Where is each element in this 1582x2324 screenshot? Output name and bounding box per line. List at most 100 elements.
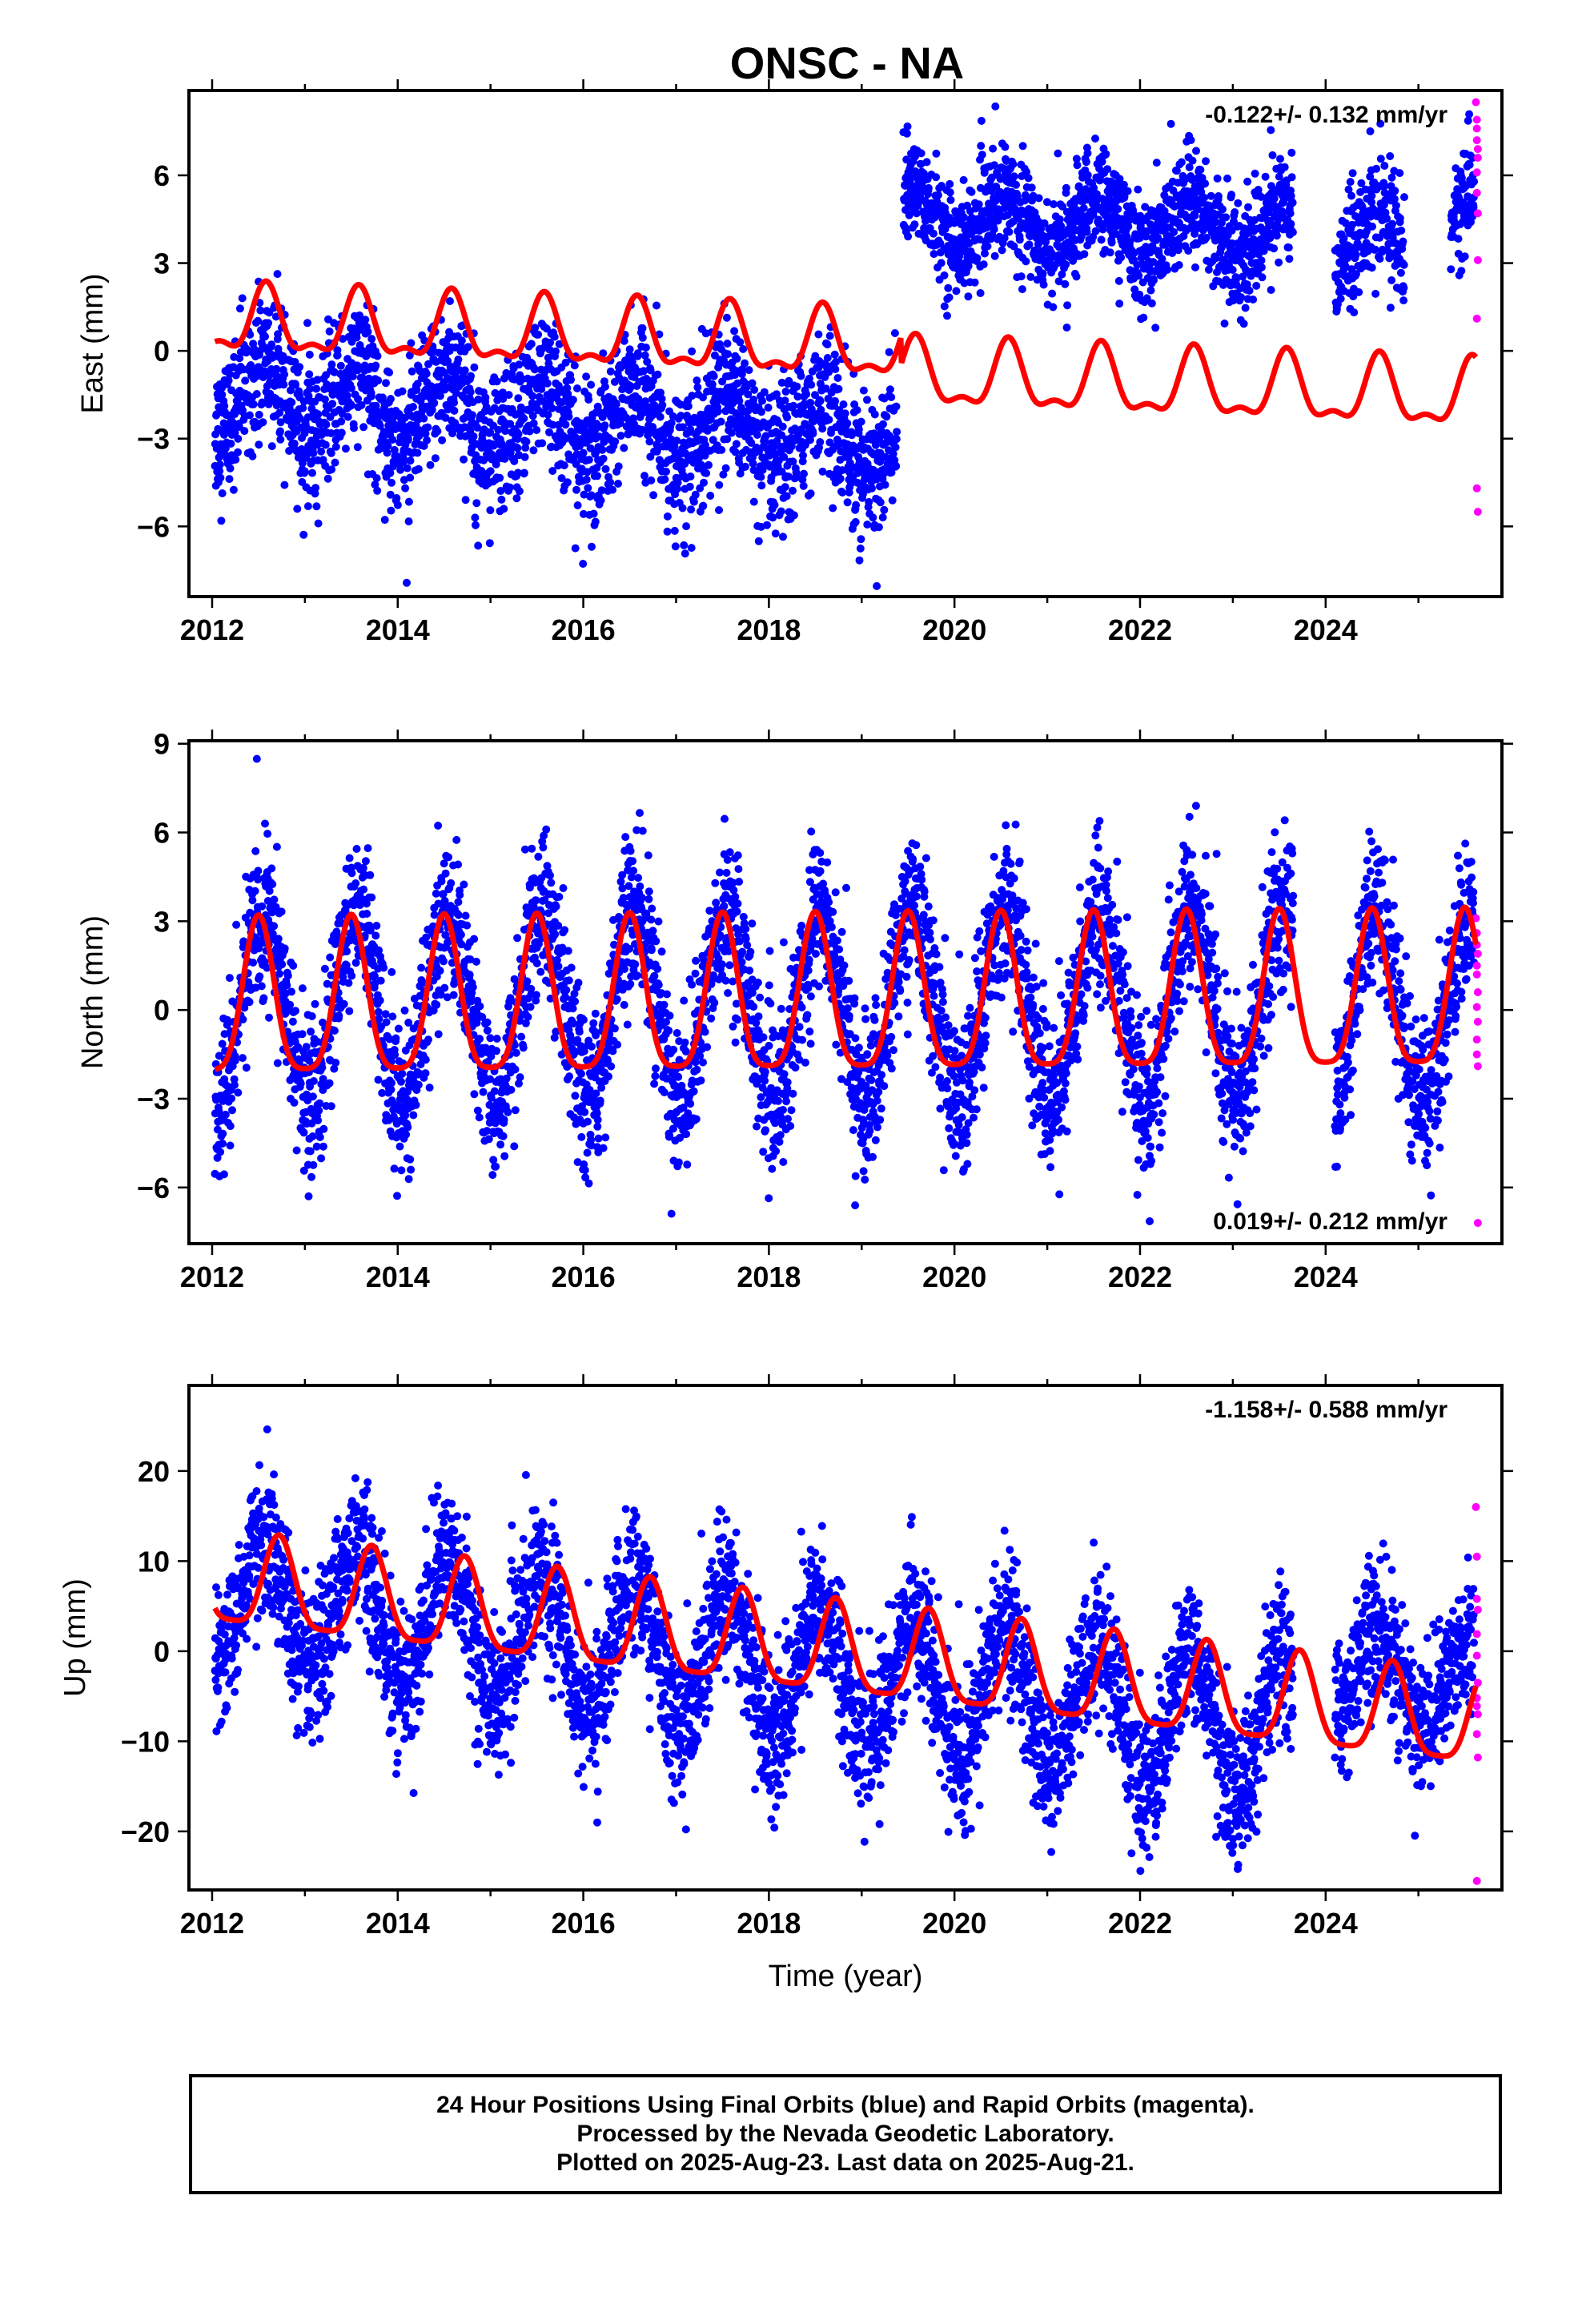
final-orbit-point (981, 249, 989, 258)
final-orbit-point (913, 202, 922, 210)
final-orbit-point (829, 504, 837, 513)
final-orbit-point (853, 406, 861, 415)
final-orbit-point (327, 465, 336, 474)
final-orbit-point (749, 497, 758, 506)
final-orbit-point (1245, 286, 1254, 295)
final-orbit-point (616, 432, 625, 440)
rapid-orbit-point (1472, 98, 1480, 107)
final-orbit-point (1400, 193, 1408, 202)
final-orbit-point (308, 1132, 317, 1140)
final-orbit-point (339, 967, 348, 975)
final-orbit-point (554, 420, 563, 429)
final-orbit-point (736, 338, 745, 347)
final-orbit-point (1058, 202, 1067, 211)
final-orbit-point (1368, 222, 1376, 231)
final-orbit-point (472, 499, 481, 508)
final-orbit-point (1188, 156, 1197, 165)
final-orbit-point (878, 513, 887, 522)
final-orbit-point (982, 223, 991, 232)
final-orbit-point (1344, 185, 1353, 194)
final-orbit-point (515, 360, 524, 369)
final-orbit-point (1249, 296, 1258, 304)
final-orbit-point (782, 492, 791, 501)
final-orbit-point (307, 1172, 315, 1181)
final-orbit-point (325, 1079, 334, 1088)
final-orbit-point (892, 462, 901, 471)
final-orbit-point (275, 408, 284, 417)
final-orbit-point (663, 527, 672, 536)
final-orbit-point (940, 271, 949, 279)
final-orbit-point (945, 293, 954, 302)
final-orbit-point (375, 996, 384, 1005)
final-orbit-point (876, 498, 885, 507)
final-orbit-point (263, 830, 272, 838)
final-orbit-point (831, 365, 840, 373)
final-orbit-point (314, 1116, 322, 1125)
final-orbit-point (312, 384, 321, 393)
final-orbit-point (312, 502, 321, 511)
final-orbit-point (1231, 208, 1239, 216)
final-orbit-point (239, 1054, 247, 1063)
final-orbit-point (454, 911, 463, 919)
final-orbit-point (414, 1080, 423, 1089)
final-orbit-point (606, 478, 615, 487)
final-orbit-point (1082, 227, 1091, 236)
final-orbit-point (404, 497, 413, 506)
final-orbit-point (1119, 180, 1128, 189)
final-orbit-point (625, 345, 634, 354)
final-orbit-point (308, 468, 316, 477)
final-orbit-point (396, 465, 405, 474)
final-orbit-point (327, 429, 335, 437)
final-orbit-point (789, 457, 797, 466)
final-orbit-point (699, 501, 708, 510)
final-orbit-point (489, 441, 498, 450)
final-orbit-point (406, 1155, 415, 1164)
final-orbit-point (735, 396, 744, 405)
final-orbit-point (1077, 232, 1086, 240)
final-orbit-point (454, 860, 463, 869)
final-orbit-point (246, 330, 255, 339)
final-orbit-point (267, 442, 276, 451)
y-axis-label: East (mm) (76, 273, 110, 413)
final-orbit-point (779, 533, 787, 541)
final-orbit-point (903, 122, 912, 131)
final-orbit-point (806, 398, 815, 407)
final-orbit-point (319, 456, 327, 464)
final-orbit-point (1366, 172, 1375, 181)
final-orbit-point (611, 437, 620, 446)
final-orbit-point (402, 1130, 411, 1139)
final-orbit-point (317, 1154, 326, 1163)
final-orbit-point (1123, 187, 1132, 195)
final-orbit-point (1196, 166, 1205, 174)
final-orbit-point (706, 492, 715, 500)
final-orbit-point (789, 511, 798, 520)
final-orbit-point (424, 1035, 432, 1044)
final-orbit-point (267, 340, 276, 349)
final-orbit-point (371, 361, 380, 370)
final-orbit-point (532, 426, 541, 434)
final-orbit-point (579, 560, 588, 568)
final-orbit-point (649, 491, 658, 500)
final-orbit-point (879, 420, 887, 428)
final-orbit-point (1192, 147, 1200, 155)
final-orbit-point (561, 358, 570, 367)
final-orbit-point (226, 1122, 235, 1131)
final-orbit-point (1026, 272, 1035, 281)
final-orbit-point (797, 372, 805, 380)
final-orbit-point (440, 983, 449, 992)
final-orbit-point (367, 335, 376, 344)
final-orbit-point (1350, 308, 1359, 317)
final-orbit-point (959, 175, 968, 184)
final-orbit-point (299, 1166, 308, 1175)
final-orbit-point (1102, 150, 1110, 159)
final-orbit-points (211, 754, 1478, 1218)
y-tick-label: −3 (137, 423, 170, 456)
final-orbit-point (225, 974, 234, 983)
final-orbit-point (496, 473, 504, 482)
final-orbit-point (486, 467, 495, 476)
x-tick-label: 2024 (1294, 613, 1358, 646)
final-orbit-point (450, 406, 459, 415)
final-orbit-point (376, 976, 385, 985)
final-orbit-point (221, 1110, 230, 1119)
final-orbit-point (387, 478, 396, 487)
